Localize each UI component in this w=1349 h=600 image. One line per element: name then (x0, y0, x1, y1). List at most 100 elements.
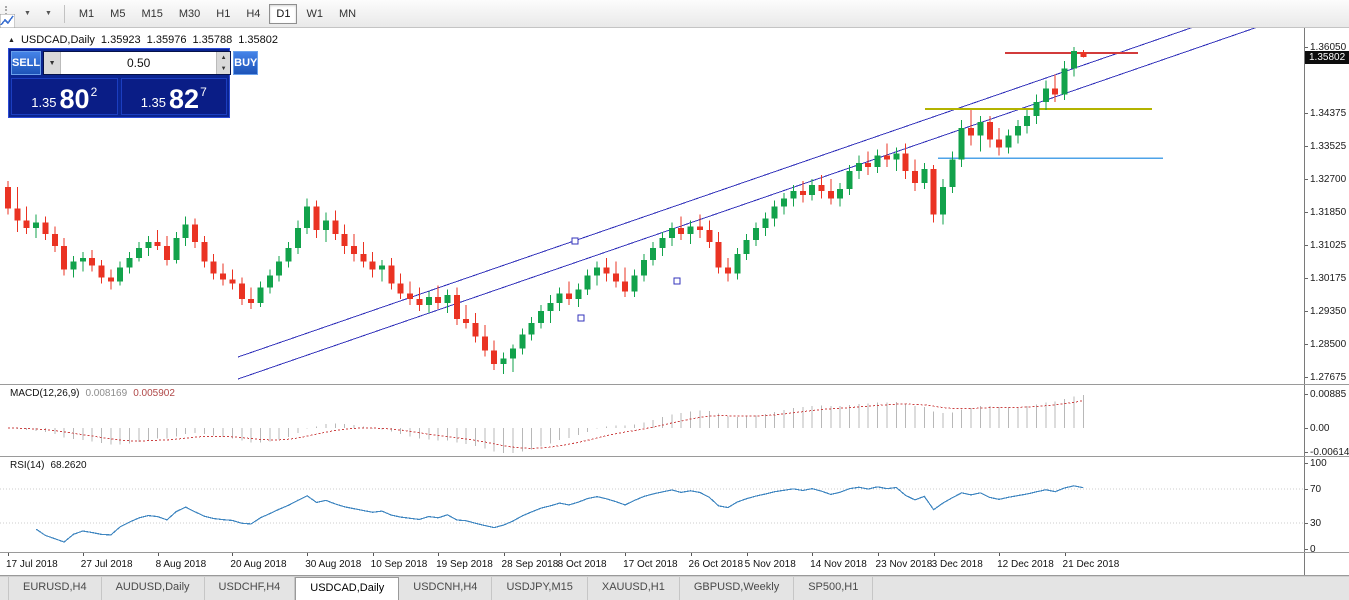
date-tick (503, 553, 505, 556)
tab-sp500-h1[interactable]: SP500,H1 (794, 577, 874, 600)
timeframe-h4-button[interactable]: H4 (239, 4, 267, 24)
axis-tick (1305, 549, 1308, 550)
candle-body (940, 186, 946, 215)
candle-body (117, 267, 124, 282)
date-tick (812, 553, 814, 556)
date-axis-label: 21 Dec 2018 (1062, 559, 1120, 570)
volume-dropdown-button[interactable]: ▼ (44, 52, 62, 74)
candle-body (33, 222, 40, 229)
date-tick (307, 553, 309, 556)
main-chart-canvas[interactable] (0, 28, 1304, 384)
candle-body (874, 155, 881, 168)
price-axis[interactable]: 1.36050 1.34375 1.33525 1.32700 1.31850 1.310… (1304, 28, 1349, 575)
timeframe-d1-button[interactable]: D1 (269, 3, 298, 24)
timeframe-w1-button[interactable]: W1 (299, 4, 330, 24)
candle-body (238, 283, 245, 300)
timeframe-mn-button[interactable]: MN (332, 4, 363, 24)
new-chart-button[interactable]: ▼ (0, 2, 36, 28)
tab-usdcnh-h4[interactable]: USDCNH,H4 (399, 577, 493, 600)
ask-price-display: 1.35 82 7 (120, 78, 227, 115)
candle-body (631, 275, 638, 292)
ask-pip-digit: 7 (200, 85, 207, 99)
volume-decrease-button[interactable]: ▼ (220, 65, 227, 72)
tab-audusd-daily[interactable]: AUDUSD,Daily (102, 577, 205, 600)
trendline-anchor[interactable] (673, 277, 681, 285)
candle-body (332, 220, 339, 235)
candle-body (435, 297, 442, 304)
candle-body (640, 259, 647, 276)
date-tick (559, 553, 561, 556)
tab-usdcad-daily[interactable]: USDCAD,Daily (295, 577, 400, 600)
price-axis-label: 1.36050 (1310, 42, 1347, 53)
trendline-anchor[interactable] (577, 314, 585, 322)
candle-body (98, 265, 105, 278)
candle-body (70, 261, 77, 270)
rsi-pane-canvas[interactable] (0, 457, 1304, 552)
candle-body (509, 348, 516, 359)
tab-gbpusd-weekly[interactable]: GBPUSD,Weekly (680, 577, 795, 600)
candle-body (397, 283, 404, 294)
candle-body (350, 245, 357, 254)
candle-body (921, 169, 928, 183)
axis-tick (1305, 310, 1308, 312)
candle-body (1052, 88, 1059, 95)
candle-body (313, 206, 320, 231)
chart-tabs-bar: EURUSD,H4 AUDUSD,Daily USDCHF,H4 USDCAD,… (0, 576, 1349, 600)
pane-divider-rsi[interactable] (0, 456, 1349, 457)
tabs-divider (0, 575, 1349, 576)
timeframe-m30-button[interactable]: M30 (172, 4, 207, 24)
date-axis-label: 23 Nov 2018 (875, 559, 933, 570)
timeframe-m1-button[interactable]: M1 (72, 4, 101, 24)
date-tick (438, 553, 440, 556)
price-axis-label: 1.34375 (1310, 107, 1347, 119)
candle-body (706, 230, 713, 243)
candle-body (837, 188, 844, 199)
toolbar-separator (63, 4, 65, 23)
date-axis[interactable]: 17 Jul 2018 27 Jul 2018 8 Aug 2018 20 Aug 2… (0, 553, 1304, 575)
rsi-indicator-header: RSI(14) 68.2620 (10, 460, 87, 471)
tab-usdjpy-m15[interactable]: USDJPY,M15 (492, 577, 588, 600)
tab-eurusd-h4[interactable]: EURUSD,H4 (8, 577, 102, 600)
pane-divider-macd[interactable] (0, 384, 1349, 385)
trendline-anchor[interactable] (571, 237, 579, 245)
toolbar: ▼ ▼ M1 M5 M15 M30 H1 H4 D1 W1 MN (0, 0, 1349, 28)
trend-channel-line[interactable] (237, 28, 1304, 380)
candle-body (1042, 88, 1049, 103)
date-axis-label: 8 Aug 2018 (155, 559, 207, 570)
candle-body (986, 121, 993, 140)
one-click-toggle-icon[interactable]: ▲ (8, 36, 15, 44)
axis-tick (1305, 112, 1308, 114)
tab-xauusd-h1[interactable]: XAUUSD,H1 (588, 577, 680, 600)
date-tick (232, 553, 234, 556)
volume-increase-button[interactable]: ▲ (220, 54, 227, 61)
timeframe-m5-button[interactable]: M5 (103, 4, 132, 24)
date-axis-label: 17 Oct 2018 (623, 559, 678, 570)
macd-pane-canvas[interactable] (0, 385, 1304, 456)
candle-body (734, 253, 741, 274)
candle-body (846, 171, 853, 189)
candle-body (407, 293, 414, 300)
ohlc-close: 1.35802 (238, 34, 278, 46)
buy-button[interactable]: BUY (233, 51, 259, 75)
date-tick (82, 553, 84, 556)
timeframe-h1-button[interactable]: H1 (209, 4, 237, 24)
sell-button[interactable]: SELL (11, 51, 42, 75)
axis-tick (1305, 178, 1308, 180)
date-tick (625, 553, 627, 556)
candle-body (182, 224, 189, 239)
bid-pip-digit: 2 (90, 85, 98, 99)
axis-tick (1305, 47, 1308, 48)
candle-body (266, 275, 273, 288)
profiles-button[interactable]: ▼ (0, 2, 57, 28)
macd-main-value: 0.008169 (85, 388, 128, 399)
timeframe-m15-button[interactable]: M15 (134, 4, 169, 24)
candle-body (519, 334, 526, 349)
axis-tick (1305, 212, 1308, 214)
candle-body (809, 184, 816, 195)
tab-usdchf-h4[interactable]: USDCHF,H4 (205, 577, 296, 600)
pane-divider-dates[interactable] (0, 552, 1349, 553)
date-axis-label: 3 Dec 2018 (931, 559, 983, 570)
trend-channel-line[interactable] (237, 28, 1240, 358)
candle-body (453, 295, 460, 319)
volume-input[interactable] (61, 52, 217, 74)
